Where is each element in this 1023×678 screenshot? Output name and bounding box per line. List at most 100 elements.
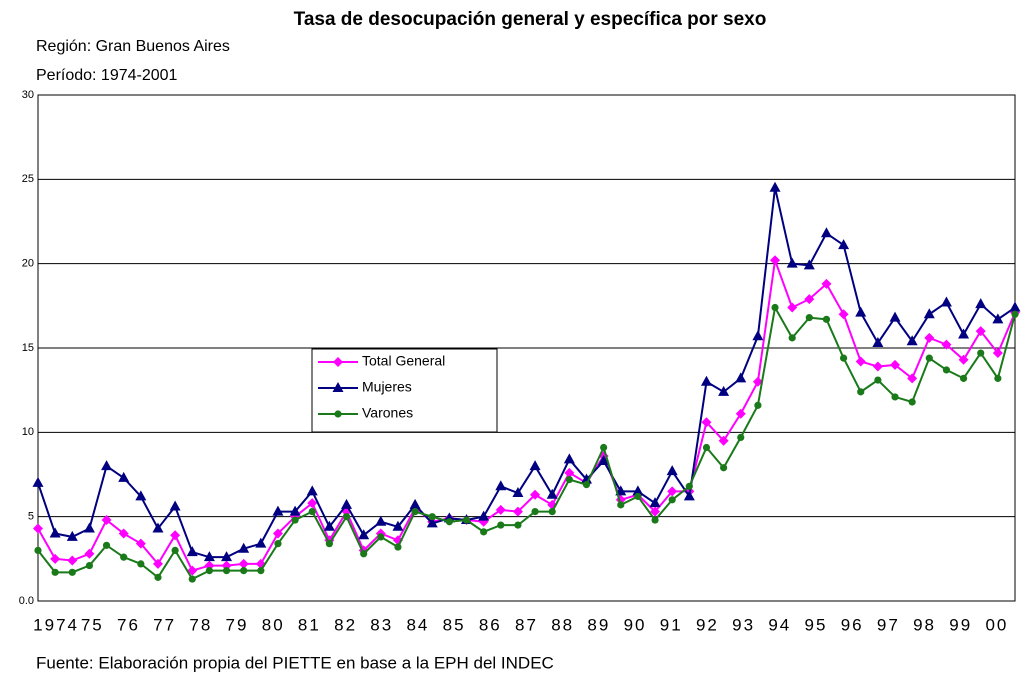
diamond-marker: [872, 361, 883, 372]
circle-marker: [788, 334, 796, 342]
circle-marker: [274, 540, 282, 548]
legend-marker: [332, 382, 344, 392]
diamond-marker: [770, 255, 781, 266]
triangle-marker: [375, 515, 387, 526]
legend-marker: [333, 357, 343, 367]
legend-label: Varones: [362, 405, 413, 421]
circle-marker: [240, 567, 248, 575]
circle-marker: [839, 354, 848, 362]
y-tick-label: 20: [22, 258, 34, 270]
circle-marker: [222, 567, 231, 575]
diamond-marker: [84, 548, 95, 559]
circle-marker: [205, 567, 214, 575]
triangle-marker: [683, 490, 695, 501]
x-tick-label: 94: [768, 615, 791, 634]
y-tick-label: 10: [22, 426, 34, 438]
diamond-marker: [118, 528, 129, 539]
circle-marker: [600, 443, 608, 452]
circle-marker: [908, 398, 916, 406]
diamond-marker: [667, 486, 678, 497]
circle-marker: [462, 516, 471, 524]
circle-marker: [445, 518, 453, 526]
triangle-marker: [958, 328, 970, 339]
x-tick-label: 98: [913, 615, 936, 634]
x-tick-label: 91: [660, 615, 683, 634]
circle-marker: [514, 521, 522, 529]
triangle-marker: [940, 296, 952, 307]
triangle-marker: [169, 500, 181, 511]
subtitle: Región: Gran Buenos Aires: [36, 38, 230, 55]
circle-marker: [497, 521, 505, 529]
diamond-marker: [272, 528, 283, 539]
circle-marker: [531, 508, 539, 516]
diamond-marker: [735, 408, 746, 419]
triangle-marker: [203, 551, 215, 562]
circle-marker: [188, 575, 196, 583]
triangle-marker: [786, 257, 798, 268]
triangle-marker: [838, 239, 850, 250]
circle-marker: [702, 443, 711, 452]
triangle-marker: [341, 498, 353, 509]
diamond-marker: [941, 339, 952, 350]
diamond-marker: [101, 515, 112, 526]
diamond-marker: [890, 359, 901, 370]
triangle-marker: [872, 336, 884, 347]
x-tick-label: 79: [226, 615, 249, 634]
circle-marker: [85, 561, 94, 570]
triangle-marker: [580, 473, 592, 484]
x-tick-label: 89: [587, 615, 610, 634]
triangle-marker: [855, 306, 867, 317]
circle-marker: [411, 508, 419, 516]
diamond-marker: [152, 558, 163, 569]
triangle-marker: [118, 471, 130, 482]
triangle-marker: [272, 505, 284, 516]
diamond-marker: [135, 538, 146, 549]
diamond-marker: [564, 467, 575, 478]
triangle-marker: [49, 527, 61, 538]
diamond-marker: [495, 504, 506, 515]
triangle-marker: [409, 498, 421, 509]
triangle-marker: [666, 465, 678, 476]
source-note: Fuente: Elaboración propia del PIETTE en…: [36, 653, 554, 672]
circle-marker: [137, 560, 145, 568]
circle-marker: [994, 374, 1002, 382]
y-tick-label: 5: [28, 511, 34, 523]
triangle-marker: [700, 375, 712, 386]
circle-marker: [634, 492, 642, 501]
x-tick-label: 82: [334, 615, 357, 634]
triangle-marker: [718, 385, 730, 396]
diamond-marker: [855, 356, 866, 367]
diamond-marker: [787, 302, 798, 313]
circle-marker: [120, 553, 128, 561]
triangle-marker: [992, 313, 1004, 324]
diamond-marker: [67, 555, 78, 566]
x-tick-label: 97: [877, 615, 900, 634]
triangle-marker: [923, 308, 935, 319]
circle-marker: [377, 533, 385, 541]
circle-marker: [754, 401, 762, 409]
circle-marker: [668, 496, 676, 504]
x-tick-label: 90: [624, 615, 647, 634]
x-tick-label: 77: [153, 615, 176, 634]
circle-marker: [51, 568, 59, 576]
diamond-marker: [821, 278, 832, 289]
circle-marker: [291, 516, 299, 524]
x-tick-label: 87: [515, 615, 538, 634]
x-tick-label: 93: [732, 615, 755, 634]
triangle-marker: [152, 522, 164, 533]
chart-title: Tasa de desocupación general y específic…: [294, 9, 767, 30]
circle-marker: [857, 388, 865, 396]
circle-marker: [822, 315, 831, 323]
y-tick-label: 15: [22, 342, 34, 354]
circle-marker: [360, 550, 368, 558]
circle-marker: [325, 540, 333, 548]
diamond-marker: [907, 373, 918, 384]
circle-marker: [685, 482, 693, 490]
diamond-marker: [718, 435, 729, 446]
circle-marker: [565, 475, 573, 484]
circle-marker: [102, 541, 111, 549]
diamond-marker: [701, 417, 712, 428]
triangle-marker: [101, 460, 113, 471]
y-tick-label: 0.0: [19, 595, 34, 607]
